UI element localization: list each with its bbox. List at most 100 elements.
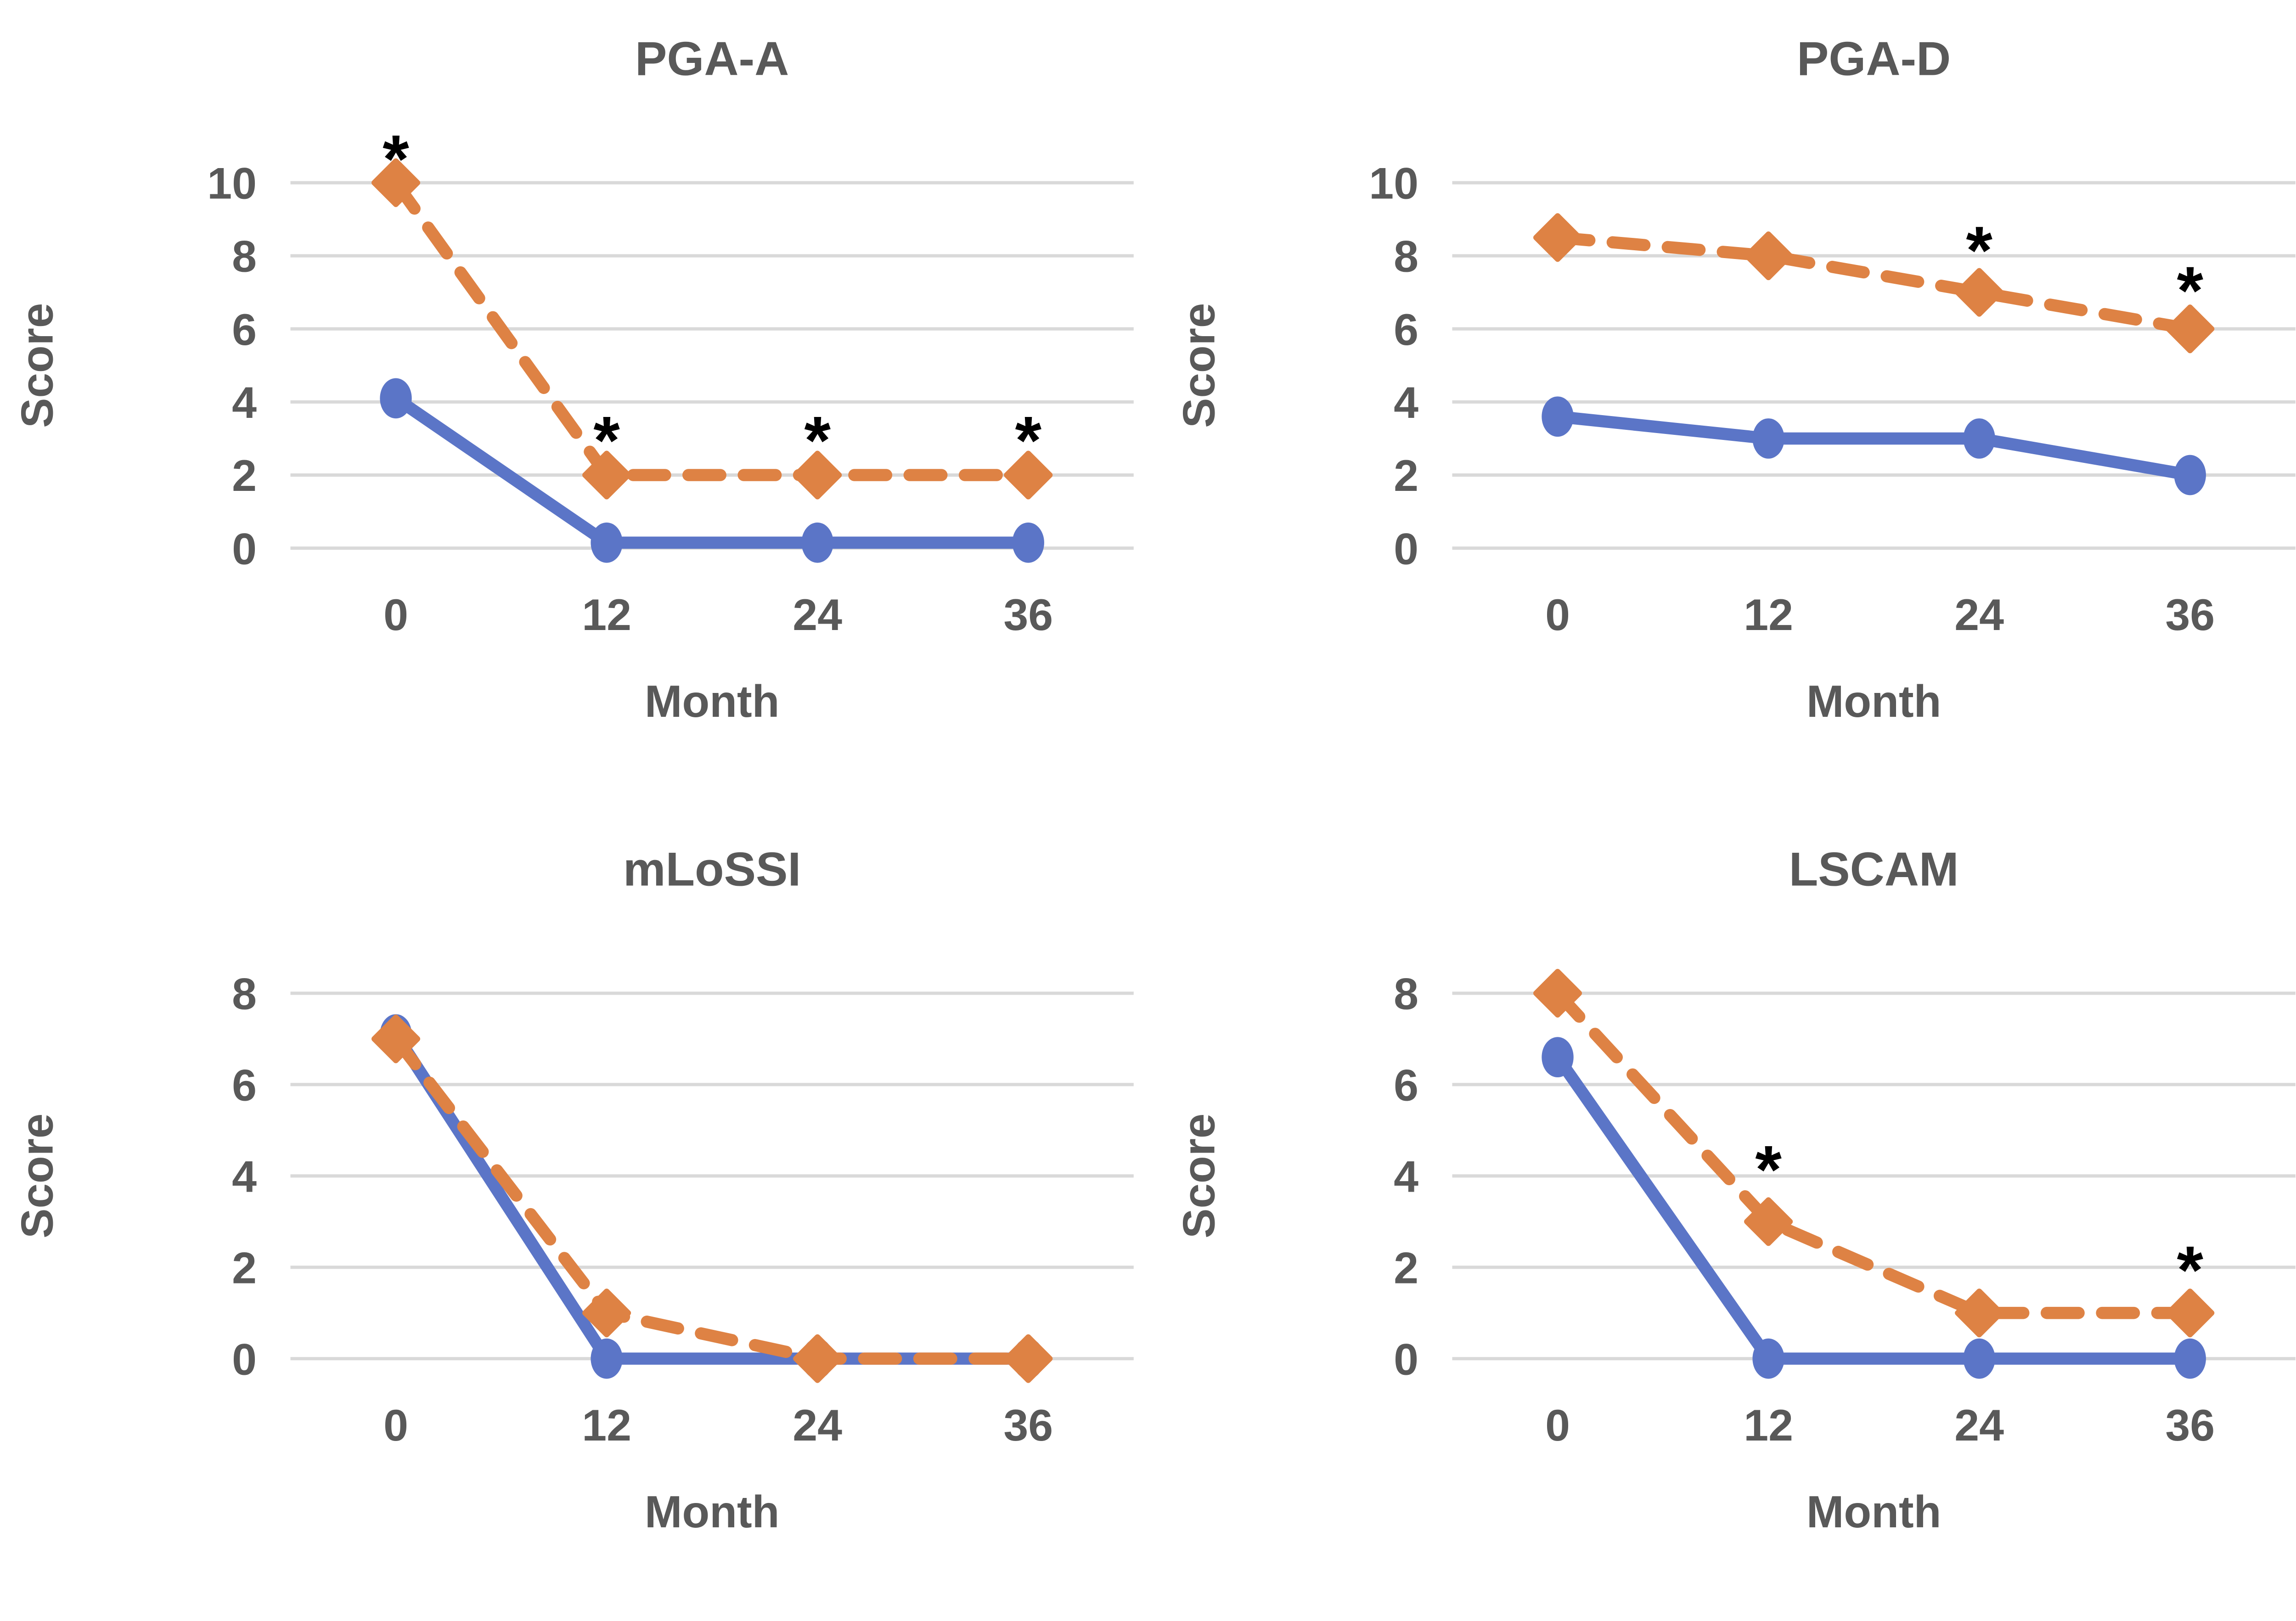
- y-tick-label: 6: [232, 1060, 257, 1110]
- x-axis-title: Month: [645, 1486, 780, 1537]
- marker-diamond-treatment-failures: [1744, 231, 1793, 281]
- significance-asterisk: *: [2177, 1233, 2203, 1308]
- marker-circle-responders: [591, 522, 623, 563]
- series-line-treatment-failures: [1551, 987, 2196, 1319]
- x-tick-label: 24: [1954, 1400, 2004, 1450]
- x-tick-label: 12: [1744, 1400, 1793, 1450]
- significance-asterisk: *: [1966, 213, 1992, 288]
- y-tick-label: 10: [207, 158, 257, 208]
- y-axis-title: Score: [1173, 1114, 1224, 1238]
- marker-diamond-treatment-failures: [1955, 1289, 2004, 1338]
- marker-circle-responders: [380, 378, 412, 419]
- marker-diamond-treatment-failures: [371, 158, 421, 207]
- x-tick-label: 12: [1744, 590, 1793, 640]
- series-line-treatment-failures: [389, 1033, 1035, 1365]
- panel-top-left: 0 2 4 6 8 10 PGA-A Month Score 0 12 24 36 * * * *: [0, 0, 1162, 810]
- marker-circle-responders: [2174, 455, 2206, 495]
- x-tick-label: 0: [383, 1400, 408, 1450]
- y-tick-label: 0: [232, 523, 257, 574]
- x-tick-label: 0: [383, 590, 408, 640]
- marker-circle-responders: [1963, 1338, 1995, 1379]
- x-tick-label: 12: [582, 590, 631, 640]
- significance-asterisk: *: [1755, 1132, 1782, 1208]
- x-tick-label: 36: [2165, 590, 2215, 640]
- x-tick-label: 24: [1954, 590, 2004, 640]
- y-tick-label: 8: [1394, 969, 1418, 1019]
- x-tick-label: 0: [1545, 1400, 1570, 1450]
- panel-bottom-left: 0 2 4 6 8 mLoSSI Month Score 0 12 24 36: [0, 810, 1162, 1621]
- marker-diamond-treatment-failures: [1004, 450, 1053, 500]
- marker-circle-responders: [1752, 418, 1784, 459]
- y-tick-label: 4: [232, 377, 257, 428]
- y-tick-label: 8: [232, 231, 257, 281]
- significance-asterisk: *: [593, 403, 620, 478]
- x-tick-label: 24: [793, 590, 842, 640]
- significance-asterisk: *: [804, 403, 831, 478]
- y-axis-title: Score: [11, 303, 62, 428]
- y-tick-label: 0: [1394, 523, 1418, 574]
- marker-diamond-treatment-failures: [1533, 213, 1582, 262]
- chart-title: PGA-D: [1797, 32, 1951, 85]
- x-axis-title: Month: [1806, 1486, 1941, 1537]
- chart-title: PGA-A: [635, 32, 789, 85]
- y-tick-label: 8: [232, 969, 257, 1019]
- panel-top-right: 0 2 4 6 8 10 PGA-D Month Score 0 12 24 36 * *: [1162, 0, 2296, 810]
- marker-circle-responders: [1542, 396, 1574, 437]
- significance-asterisk: *: [1015, 403, 1041, 478]
- x-axis-title: Month: [1806, 676, 1941, 726]
- y-axis-title: Score: [11, 1114, 62, 1238]
- y-tick-label: 0: [1394, 1334, 1418, 1384]
- y-tick-label: 2: [232, 1243, 257, 1293]
- significance-asterisk: *: [383, 121, 409, 197]
- x-axis-title: Month: [645, 676, 780, 726]
- marker-circle-responders: [1752, 1338, 1784, 1379]
- y-tick-label: 8: [1394, 231, 1418, 281]
- x-tick-label: 36: [1003, 1400, 1053, 1450]
- marker-diamond-treatment-failures: [1004, 1334, 1053, 1383]
- marker-circle-responders: [2174, 1338, 2206, 1379]
- y-tick-label: 0: [232, 1334, 257, 1384]
- y-axis-title: Score: [1173, 303, 1224, 428]
- panel-bottom-right: 0 2 4 6 8 LSCAM Month Score 0 12 24 36 * *: [1162, 810, 2296, 1621]
- marker-diamond-treatment-failures: [1744, 1197, 1793, 1246]
- marker-circle-responders: [801, 522, 833, 563]
- marker-circle-responders: [1542, 1037, 1574, 1078]
- x-tick-label: 36: [1003, 590, 1053, 640]
- x-tick-label: 0: [1545, 590, 1570, 640]
- series-line-responders: [1551, 410, 2196, 481]
- chart-title: mLoSSI: [623, 843, 801, 896]
- x-tick-label: 36: [2165, 1400, 2215, 1450]
- y-tick-label: 2: [232, 450, 257, 501]
- series-line-treatment-failures: [1551, 231, 2196, 335]
- y-tick-label: 4: [232, 1151, 257, 1201]
- y-tick-label: 6: [232, 304, 257, 355]
- y-tick-label: 6: [1394, 1060, 1418, 1110]
- marker-diamond-treatment-failures: [1533, 968, 1582, 1018]
- marker-diamond-treatment-failures: [2166, 1289, 2215, 1338]
- marker-circle-responders: [1963, 418, 1995, 459]
- marker-diamond-treatment-failures: [793, 1334, 842, 1383]
- marker-diamond-treatment-failures: [2166, 304, 2215, 354]
- marker-diamond-treatment-failures: [371, 1014, 421, 1064]
- series-line-treatment-failures: [389, 176, 1035, 481]
- x-tick-label: 24: [793, 1400, 842, 1450]
- series-line-responders: [389, 392, 1035, 549]
- significance-asterisk: *: [2177, 253, 2203, 329]
- marker-circle-responders: [591, 1338, 623, 1379]
- x-tick-label: 12: [582, 1400, 631, 1450]
- marker-diamond-treatment-failures: [582, 450, 631, 500]
- y-tick-label: 10: [1369, 158, 1418, 208]
- marker-diamond-treatment-failures: [1955, 268, 2004, 317]
- marker-circle-responders: [1012, 522, 1044, 563]
- y-tick-label: 2: [1394, 450, 1418, 501]
- y-tick-label: 2: [1394, 1243, 1418, 1293]
- y-tick-label: 4: [1394, 1151, 1418, 1201]
- y-tick-label: 4: [1394, 377, 1418, 428]
- series-line-responders: [1551, 1051, 2196, 1365]
- y-tick-label: 6: [1394, 304, 1418, 355]
